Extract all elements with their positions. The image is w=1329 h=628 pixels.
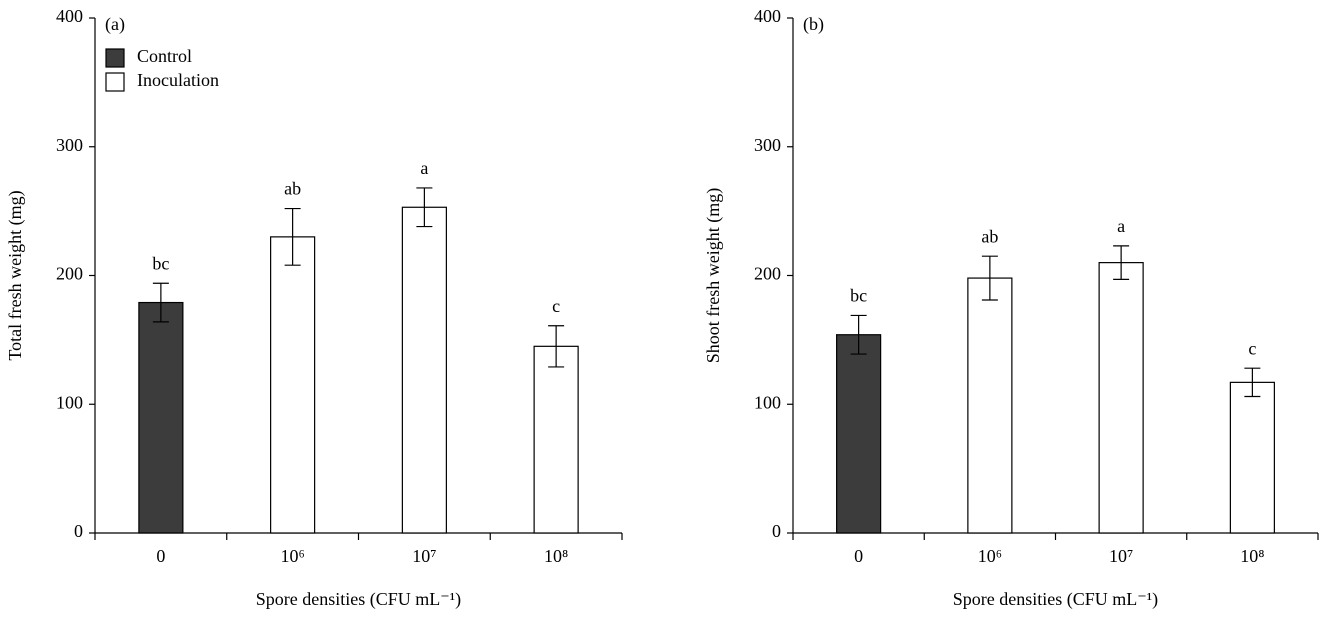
- x-tick-label: 10⁶: [280, 546, 304, 566]
- significance-label: bc: [850, 286, 867, 306]
- x-tick-label: 10⁷: [412, 546, 436, 566]
- y-tick-label: 0: [772, 521, 781, 541]
- legend-label: Inoculation: [137, 70, 219, 90]
- x-tick-label: 10⁶: [978, 546, 1002, 566]
- bar: [1098, 262, 1144, 534]
- significance-label: a: [420, 158, 428, 178]
- y-tick-label: 300: [56, 135, 83, 155]
- y-axis-label: Shoot fresh weight (mg): [703, 188, 724, 363]
- x-tick-label: 0: [156, 546, 165, 566]
- bar: [401, 206, 447, 534]
- y-tick-label: 400: [56, 6, 83, 26]
- y-tick-label: 300: [754, 135, 781, 155]
- y-tick-label: 0: [74, 521, 83, 541]
- bar: [270, 236, 316, 534]
- panel-label: (b): [803, 14, 824, 35]
- x-tick-label: 10⁸: [1240, 546, 1264, 566]
- significance-label: ab: [981, 226, 998, 246]
- y-tick-label: 100: [754, 392, 781, 412]
- bar: [533, 345, 579, 534]
- bar: [967, 277, 1013, 534]
- significance-label: c: [1248, 338, 1256, 358]
- significance-label: bc: [152, 253, 169, 273]
- x-axis-label: Spore densities (CFU mL⁻¹): [256, 589, 461, 610]
- bar: [1229, 381, 1275, 534]
- y-axis-label: Total fresh weight (mg): [5, 190, 26, 360]
- significance-label: a: [1117, 216, 1125, 236]
- legend-swatch: [105, 48, 125, 68]
- legend-swatch: [105, 72, 125, 92]
- significance-label: ab: [284, 179, 301, 199]
- y-tick-label: 400: [754, 6, 781, 26]
- y-tick-label: 200: [56, 264, 83, 284]
- y-tick-label: 100: [56, 392, 83, 412]
- y-tick-label: 200: [754, 264, 781, 284]
- x-axis-label: Spore densities (CFU mL⁻¹): [953, 589, 1158, 610]
- significance-label: c: [552, 296, 560, 316]
- panel-label: (a): [105, 14, 125, 35]
- x-tick-label: 0: [854, 546, 863, 566]
- bar: [138, 301, 184, 534]
- x-tick-label: 10⁸: [544, 546, 568, 566]
- x-tick-label: 10⁷: [1109, 546, 1133, 566]
- bar: [836, 334, 882, 534]
- legend-label: Control: [137, 46, 192, 66]
